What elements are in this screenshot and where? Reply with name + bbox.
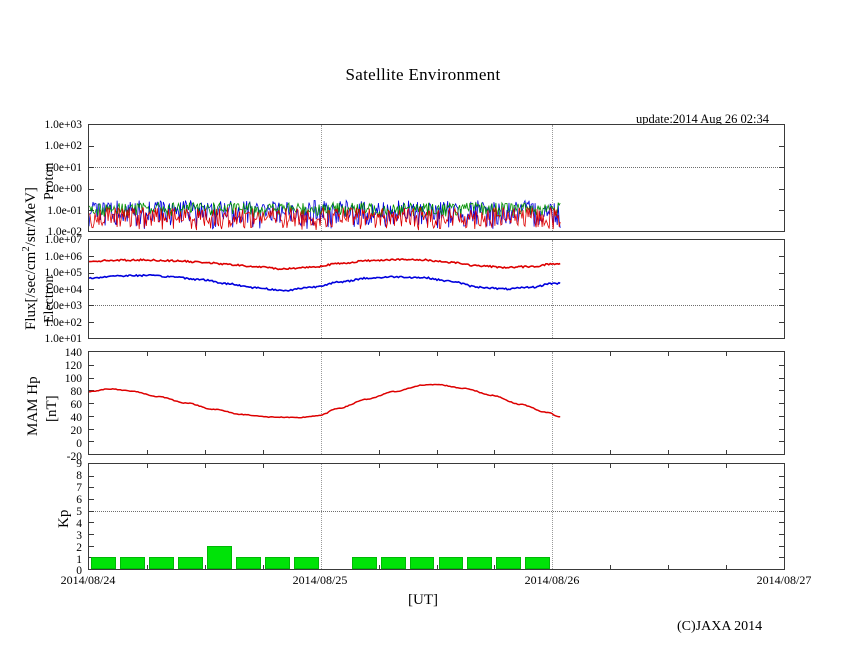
- electron-ytick-1e3: 1.0e+03: [44, 300, 82, 312]
- proton-series-proton-blue: [89, 199, 561, 230]
- proton-ytick-1e2: 1.0e+02: [44, 140, 82, 152]
- xtick-2014-08-26: 2014/08/26: [524, 573, 580, 587]
- kp-bar: [148, 557, 174, 569]
- xtick-2014-08-25: 2014/08/25: [292, 573, 348, 587]
- mam-hp-plot-area: [89, 352, 784, 454]
- mam-hp-polyline: [89, 383, 561, 419]
- kp-bar: [177, 557, 203, 569]
- mam-ytick-0: 0: [76, 438, 82, 450]
- electron-high-line: [89, 258, 561, 271]
- gridline-2014-08-26: [552, 125, 554, 231]
- kp-bar: [91, 557, 116, 569]
- electron-gridline-1e3: [89, 305, 784, 307]
- proton-series-proton-red: [89, 206, 561, 231]
- panel-kp: [88, 463, 785, 570]
- kp-bar: [438, 557, 464, 569]
- electron-ytick-1e2: 1.0e+02: [44, 317, 82, 329]
- kp-bar: [496, 557, 522, 569]
- kp-ytick-1: 1: [76, 554, 82, 566]
- kp-bar: [380, 557, 406, 569]
- electron-ytick-1e4: 1.0e+04: [44, 284, 82, 296]
- electron-low-line: [89, 273, 561, 292]
- kp-ytick-3: 3: [76, 530, 82, 542]
- proton-ytick-1em2: 1.0e-02: [47, 226, 82, 238]
- mam-ytick-20: 20: [70, 425, 83, 437]
- mam-ytick-100: 100: [64, 373, 82, 385]
- electron-ytick-1e7: 1.0e+07: [44, 234, 82, 246]
- panel-electron: [88, 239, 785, 339]
- proton-ytick-1e1: 1.0e+01: [44, 162, 82, 174]
- update-timestamp: update:2014 Aug 26 02:34: [636, 112, 769, 126]
- mam-hp-axis-label: MAM Hp: [25, 376, 41, 436]
- mam-ytick-80: 80: [70, 386, 83, 398]
- xtick-2014-08-24: 2014/08/24: [60, 573, 116, 587]
- gridline-2014-08-25: [320, 240, 322, 338]
- kp-bar: [293, 557, 319, 569]
- kp-bar: [409, 557, 435, 569]
- gridline-2014-08-26: [552, 352, 554, 454]
- kp-ytick-8: 8: [76, 470, 82, 482]
- proton-ytick-1em1: 1.0e-01: [47, 205, 82, 217]
- mam-ytick-140: 140: [64, 347, 82, 359]
- electron-plot-area: [89, 240, 784, 338]
- kp-bar: [351, 557, 377, 569]
- kp-ytick-5: 5: [76, 506, 82, 518]
- proton-ytick-1e3: 1.0e+03: [44, 119, 82, 131]
- gridline-2014-08-25: [320, 464, 322, 569]
- gridline-2014-08-26: [552, 464, 554, 569]
- proton-series-proton-green: [89, 201, 561, 218]
- kp-gridline-5: [89, 510, 784, 512]
- kp-ytick-4: 4: [76, 518, 82, 530]
- mam-ytick-40: 40: [70, 412, 83, 424]
- mam-ytick-120: 120: [64, 360, 82, 372]
- gridline-2014-08-25: [320, 125, 322, 231]
- kp-bar: [119, 557, 145, 569]
- kp-ytick-2: 2: [76, 542, 82, 554]
- electron-ytick-1e5: 1.0e+05: [44, 267, 82, 279]
- kp-bar: [206, 545, 232, 569]
- kp-bar: [467, 557, 493, 569]
- mam-ytick-neg20: -20: [66, 451, 82, 463]
- proton-plot-area: [89, 125, 784, 231]
- kp-bar: [525, 557, 551, 569]
- proton-gridline-1e1: [89, 167, 784, 169]
- proton-traces: [89, 199, 561, 231]
- copyright-text: (C)JAXA 2014: [677, 619, 763, 634]
- electron-ytick-1e1: 1.0e+01: [44, 333, 82, 345]
- x-axis-label: [UT]: [408, 592, 438, 608]
- proton-ytick-1e0: 1.0e+00: [44, 183, 82, 195]
- kp-ytick-0: 0: [76, 565, 82, 577]
- xtick-2014-08-27: 2014/08/27: [756, 573, 812, 587]
- mam-hp-trace: [89, 383, 561, 419]
- kp-ytick-7: 7: [76, 482, 82, 494]
- kp-bar: [235, 557, 261, 569]
- mam-ytick-60: 60: [70, 399, 83, 411]
- kp-plot-area: [89, 464, 784, 569]
- kp-ytick-9: 9: [76, 458, 82, 470]
- electron-ytick-1e6: 1.0e+06: [44, 251, 82, 263]
- kp-bar: [264, 557, 290, 569]
- panel-proton: [88, 124, 785, 232]
- gridline-2014-08-26: [552, 240, 554, 338]
- gridline-2014-08-25: [320, 352, 322, 454]
- kp-ytick-6: 6: [76, 494, 82, 506]
- electron-traces: [89, 258, 561, 292]
- page-title: Satellite Environment: [345, 65, 501, 84]
- panel-mam-hp: [88, 351, 785, 455]
